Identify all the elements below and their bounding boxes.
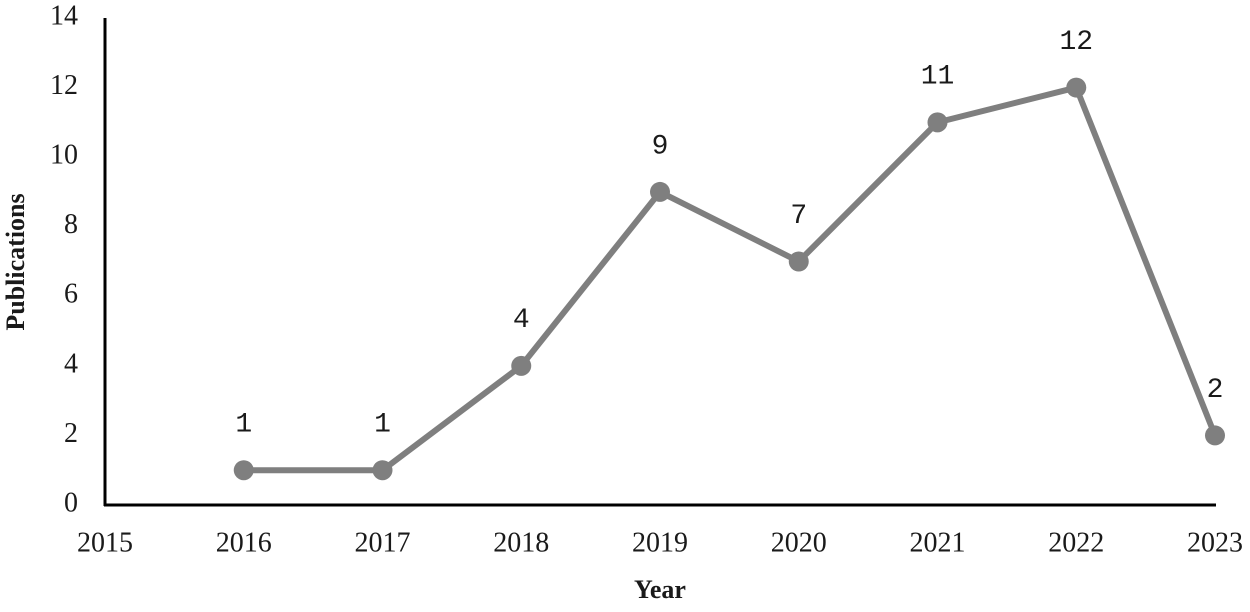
y-tick-label: 4 bbox=[64, 348, 78, 379]
y-tick-label: 0 bbox=[64, 487, 78, 518]
x-tick-label: 2018 bbox=[493, 527, 549, 558]
x-tick-label: 2021 bbox=[910, 527, 966, 558]
x-tick-label: 2022 bbox=[1048, 527, 1104, 558]
value-label: 9 bbox=[652, 131, 669, 162]
y-tick-label: 2 bbox=[64, 418, 78, 449]
x-tick-label: 2016 bbox=[216, 527, 272, 558]
y-tick-label: 12 bbox=[50, 70, 78, 101]
x-axis-title: Year bbox=[634, 575, 686, 604]
x-tick-label: 2023 bbox=[1187, 527, 1243, 558]
value-label: 7 bbox=[790, 201, 807, 232]
value-label: 1 bbox=[235, 410, 252, 441]
data-line bbox=[243, 84, 1218, 474]
y-tick-label: 8 bbox=[64, 209, 78, 240]
data-point bbox=[511, 355, 532, 376]
value-label: 1 bbox=[374, 410, 391, 441]
data-point bbox=[788, 251, 809, 272]
y-tick-label: 6 bbox=[64, 279, 78, 310]
data-point bbox=[1205, 425, 1225, 446]
x-tick-label: 2015 bbox=[77, 527, 133, 558]
data-point bbox=[233, 460, 254, 481]
value-label: 4 bbox=[513, 305, 530, 336]
x-tick-label: 2019 bbox=[632, 527, 688, 558]
value-label: 2 bbox=[1207, 375, 1224, 406]
value-label: 11 bbox=[921, 62, 955, 93]
y-tick-label: 14 bbox=[50, 0, 78, 31]
x-tick-label: 2017 bbox=[355, 527, 411, 558]
y-tick-label: 10 bbox=[50, 140, 78, 171]
value-label: 12 bbox=[1059, 27, 1093, 58]
data-point bbox=[927, 112, 948, 133]
data-point bbox=[650, 181, 670, 202]
data-point bbox=[1066, 77, 1087, 98]
data-point bbox=[372, 460, 393, 481]
y-axis-title: Publications bbox=[1, 193, 30, 330]
x-tick-label: 2020 bbox=[771, 527, 827, 558]
